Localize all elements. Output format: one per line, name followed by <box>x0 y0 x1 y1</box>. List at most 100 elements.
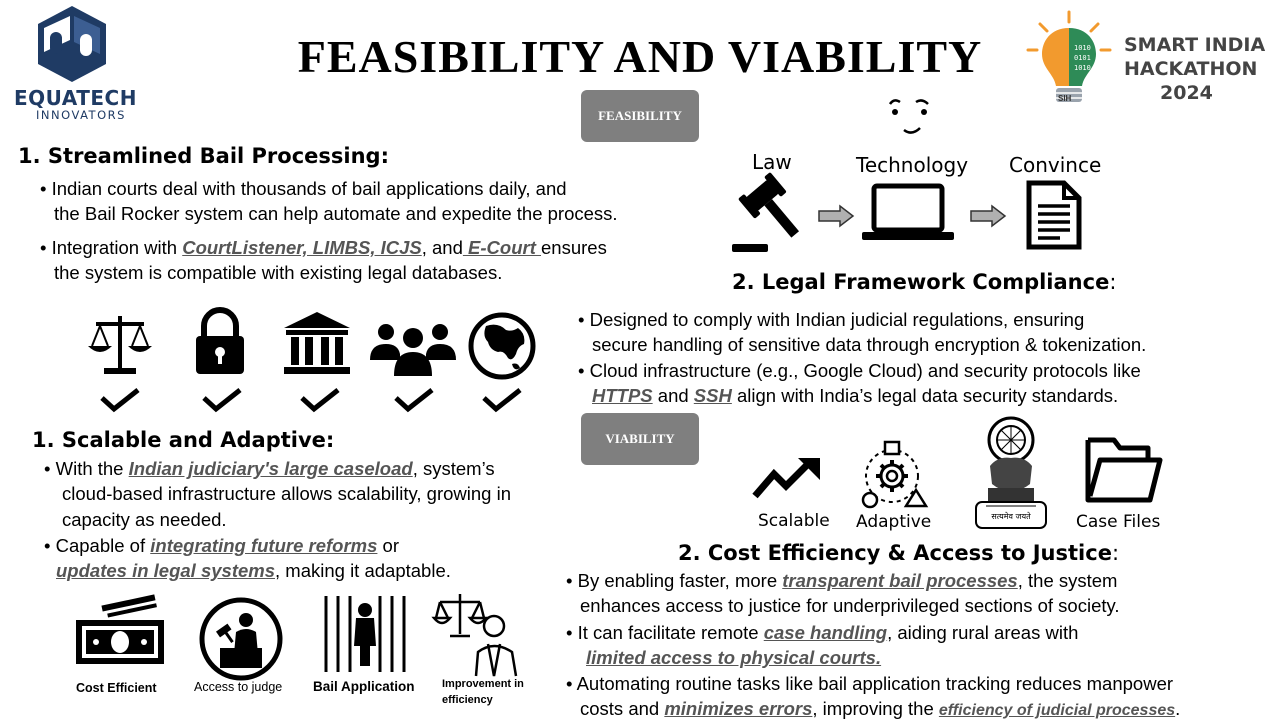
case-handling-link[interactable]: case handling <box>763 622 888 643</box>
s2-and: and <box>652 385 694 406</box>
s4-b3-pre: costs and <box>580 698 665 719</box>
case-files-label: Case Files <box>1076 512 1161 532</box>
equatech-logo: EQUATECH INNOVATORS <box>14 4 144 122</box>
lawyer-scales-icon <box>431 594 518 677</box>
lock-icon <box>196 307 244 374</box>
s1-bullet1-line2: the Bail Rocker system can help automate… <box>54 203 618 224</box>
improvement-label-line1: Improvement in <box>442 678 524 690</box>
legal-updates-link[interactable]: updates in legal systems <box>56 560 276 581</box>
judge-icon <box>199 597 283 681</box>
legal-heading-text: 2. Legal Framework Compliance <box>732 270 1110 294</box>
folder-icon <box>1085 437 1163 503</box>
s2-bullet2-line1: • Cloud infrastructure (e.g., Google Clo… <box>578 360 1141 381</box>
section-legal-heading: 2. Legal Framework Compliance: <box>732 270 1116 294</box>
transparent-bail-link[interactable]: transparent bail processes <box>782 570 1018 591</box>
s1-bullet2-line2: the system is compatible with existing l… <box>54 262 503 283</box>
s3-bullet2-line1: • Capable of integrating future reforms … <box>44 533 399 558</box>
s3-b1-pre: • With the <box>44 458 129 479</box>
s3-b2-post2: , making it adaptable. <box>275 560 451 581</box>
sih-line2: HACKATHON <box>1124 58 1258 80</box>
gavel-icon <box>732 172 800 252</box>
equatech-cube-icon <box>38 6 106 82</box>
s4-b3-end: . <box>1175 698 1181 719</box>
checkmark-icon <box>300 388 340 413</box>
sih-logo: 1010 0101 1010 SIH SMART INDIA HACKATHON… <box>1026 10 1266 120</box>
svg-text:0101: 0101 <box>1074 54 1091 62</box>
s3-bullet1-line2: cloud-based infrastructure allows scalab… <box>62 483 512 504</box>
svg-text:1010: 1010 <box>1074 64 1091 72</box>
scales-icon <box>88 316 152 374</box>
jail-bars-icon <box>324 596 406 672</box>
cost-heading-colon: : <box>1111 541 1120 565</box>
s4-bullet1-line1: • By enabling faster, more transparent b… <box>566 568 1117 593</box>
s4-b2-pre: • It can facilitate remote <box>566 622 764 643</box>
s4-bullet1-line2: enhances access to justice for underpriv… <box>580 595 1120 616</box>
caseload-link[interactable]: Indian judiciary's large caseload <box>128 458 413 479</box>
s2-bullet2-line2: HTTPS and SSH align with India’s legal d… <box>592 383 1118 408</box>
brand-name: EQUATECH <box>14 86 137 110</box>
money-icon <box>76 594 164 664</box>
thinking-face-icon <box>888 99 929 134</box>
s2-b2-post: align with India’s legal data security s… <box>731 385 1119 406</box>
s4-bullet3-line1: • Automating routine tasks like bail app… <box>566 673 1174 694</box>
s1-ecourt-link[interactable]: E-Court <box>462 237 541 258</box>
physical-courts-link[interactable]: limited access to physical courts. <box>586 647 882 668</box>
trending-up-icon <box>752 458 820 499</box>
flow-law-label: Law <box>752 150 792 174</box>
scalable-label: Scalable <box>758 511 830 531</box>
s1-b2-mid: , and <box>421 237 463 258</box>
s3-bullet1-line3: capacity as needed. <box>62 509 227 530</box>
flow-technology-label: Technology <box>856 153 969 177</box>
s4-b2-post: , aiding rural areas with <box>887 622 1079 643</box>
s2-bullet1-line1: • Designed to comply with Indian judicia… <box>578 309 1085 330</box>
bulb-brain-icon: 1010 0101 1010 <box>1026 10 1112 102</box>
flow-convince-label: Convince <box>1009 153 1102 177</box>
future-reforms-link[interactable]: integrating future reforms <box>150 535 378 556</box>
s2-bullet1-line2: secure handling of sensitive data throug… <box>592 334 1147 355</box>
emblem-motto: सत्यमेव जयते <box>991 512 1031 521</box>
s4-b1-post: , the system <box>1017 570 1118 591</box>
cost-efficient-label: Cost Efficient <box>76 681 157 695</box>
sih-line3: 2024 <box>1160 82 1213 104</box>
s4-bullet2-line2: limited access to physical courts. <box>586 645 881 670</box>
minimizes-errors-link[interactable]: minimizes errors <box>664 698 813 719</box>
globe-icon <box>468 312 536 380</box>
s1-b2-post: ensures <box>541 237 607 258</box>
national-emblem: सत्यमेव जयते <box>968 414 1054 530</box>
improvement-label-line2: efficiency <box>442 694 493 706</box>
laptop-icon <box>862 183 954 240</box>
s1-b2-pre: • Integration with <box>40 237 183 258</box>
people-group-icon <box>370 324 456 376</box>
brand-subtitle: INNOVATORS <box>36 108 126 122</box>
s3-b2-pre: • Capable of <box>44 535 151 556</box>
access-judge-label: Access to judge <box>194 680 283 694</box>
adaptive-gear-icon <box>861 440 929 509</box>
arrow-right-icon <box>970 204 1007 228</box>
ssh-link[interactable]: SSH <box>693 385 732 406</box>
s4-b3-mid: , improving the <box>812 698 939 719</box>
checkmark-icon <box>394 388 434 413</box>
s3-b1-post: , system’s <box>412 458 495 479</box>
checkmark-icon <box>482 388 522 413</box>
https-link[interactable]: HTTPS <box>592 385 653 406</box>
s1-bullet1-line1: • Indian courts deal with thousands of b… <box>40 178 567 199</box>
ashoka-emblem-icon <box>975 416 1047 529</box>
page-title: FEASIBILITY AND VIABILITY <box>297 31 983 82</box>
s4-bullet3-line2: costs and minimizes errors, improving th… <box>580 696 1180 723</box>
section-cost-heading: 2. Cost Efficiency & Access to Justice: <box>678 541 1119 565</box>
s3-bullet2-line2: updates in legal systems, making it adap… <box>56 558 451 583</box>
section-scalable-heading: 1. Scalable and Adaptive: <box>32 428 335 452</box>
section-streamlined-heading: 1. Streamlined Bail Processing: <box>18 144 389 168</box>
document-icon <box>1026 180 1082 250</box>
judicial-efficiency-link[interactable]: efficiency of judicial processes <box>938 702 1176 719</box>
checkmark-icon <box>100 388 140 413</box>
viability-pill: VIABILITY <box>581 413 699 465</box>
s3-bullet1-line1: • With the Indian judiciary's large case… <box>44 456 495 481</box>
s1-databases-link[interactable]: CourtListener, LIMBS, ICJS <box>182 237 422 258</box>
legal-heading-colon: : <box>1109 270 1117 294</box>
adaptive-label: Adaptive <box>856 512 932 532</box>
courthouse-icon <box>284 312 350 374</box>
bail-application-label: Bail Application <box>313 679 415 694</box>
svg-text:1010: 1010 <box>1074 44 1091 52</box>
feature-icons-row <box>80 307 550 418</box>
